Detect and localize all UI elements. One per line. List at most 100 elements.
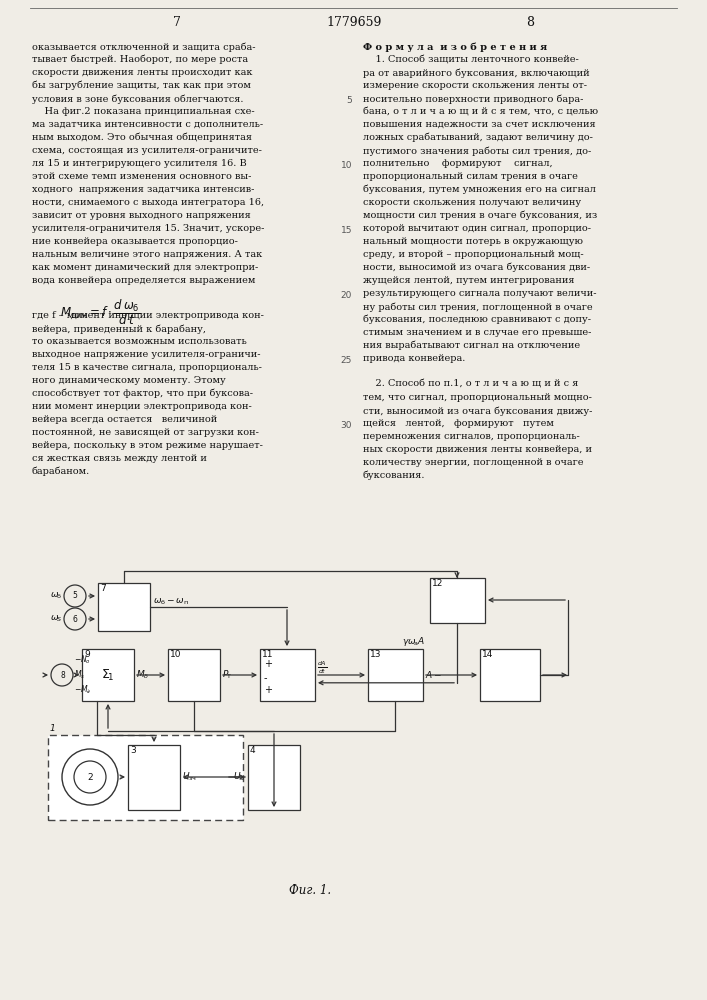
Text: результирующего сигнала получают величи-: результирующего сигнала получают величи- [363,289,597,298]
Text: 8: 8 [61,670,65,680]
Text: барабаном.: барабаном. [32,467,90,477]
Text: вейера, поскольку в этом режиме нарушает-: вейера, поскольку в этом режиме нарушает… [32,441,263,450]
Text: схема, состоящая из усилителя-ограничите-: схема, состоящая из усилителя-ограничите… [32,146,262,155]
Bar [128,745,180,810]
Bar [430,578,485,623]
Text: 1: 1 [50,724,56,733]
Text: 2. Способ по п.1, о т л и ч а ю щ и й с я: 2. Способ по п.1, о т л и ч а ю щ и й с … [363,380,578,389]
Text: ние конвейера оказывается пропорцио-: ние конвейера оказывается пропорцио- [32,237,238,246]
Text: бы загрубление защиты, так как при этом: бы загрубление защиты, так как при этом [32,81,251,91]
Text: тывает быстрей. Наоборот, по мере роста: тывает быстрей. Наоборот, по мере роста [32,55,248,64]
Text: среду, и второй – пропорциональный мощ-: среду, и второй – пропорциональный мощ- [363,250,583,259]
Text: где f – момент инерции электропривода кон-: где f – момент инерции электропривода ко… [32,311,264,320]
Text: 15: 15 [341,226,352,235]
Text: скорости движения ленты происходит как: скорости движения ленты происходит как [32,68,252,77]
Text: $\Sigma_{\!1}$: $\Sigma_{\!1}$ [101,667,115,683]
Text: $P_{\!\rm T}$: $P_{\!\rm T}$ [222,669,233,681]
Text: Фиг. 1.: Фиг. 1. [289,884,331,896]
Text: -: - [264,673,267,683]
Text: 9: 9 [84,650,90,659]
Text: буксования, последнюю сравнивают с допу-: буксования, последнюю сравнивают с допу- [363,315,591,324]
Text: скорости скольжения получают величину: скорости скольжения получают величину [363,198,581,207]
Text: измерение скорости скольжения ленты от-: измерение скорости скольжения ленты от- [363,81,587,90]
Text: полнительно    формируют    сигнал,: полнительно формируют сигнал, [363,159,553,168]
Text: ходного  напряжения задатчика интенсив-: ходного напряжения задатчика интенсив- [32,185,255,194]
Text: 12: 12 [432,579,443,588]
Text: способствует тот фактор, что при буксова-: способствует тот фактор, что при буксова… [32,389,253,398]
Text: количеству энергии, поглощенной в очаге: количеству энергии, поглощенной в очаге [363,458,583,467]
Text: 7: 7 [173,15,181,28]
Text: 7: 7 [100,584,106,593]
Text: 13: 13 [370,650,382,659]
Text: нальным величине этого напряжения. А так: нальным величине этого напряжения. А так [32,250,262,259]
Text: +: + [264,685,272,695]
Text: вода конвейера определяется выражением: вода конвейера определяется выражением [32,276,255,285]
Bar [480,649,540,701]
Text: 20: 20 [341,291,352,300]
Text: буксования.: буксования. [363,471,426,481]
Text: перемножения сигналов, пропорциональ-: перемножения сигналов, пропорциональ- [363,432,580,441]
Text: 5: 5 [73,591,78,600]
Text: $\frac{dA}{dt}$: $\frac{dA}{dt}$ [317,659,327,676]
Text: 30: 30 [341,421,352,430]
Text: 4: 4 [250,746,256,755]
Text: +: + [264,659,272,669]
Text: ного динамическому моменту. Этому: ного динамическому моменту. Этому [32,376,226,385]
Text: постоянной, не зависящей от загрузки кон-: постоянной, не зависящей от загрузки кон… [32,428,259,437]
Bar [82,649,134,701]
Text: 11: 11 [262,650,274,659]
Text: ра от аварийного буксования, включающий: ра от аварийного буксования, включающий [363,68,590,78]
Text: $M_\delta$: $M_\delta$ [136,669,149,681]
Text: зависит от уровня выходного напряжения: зависит от уровня выходного напряжения [32,211,251,220]
Text: оказывается отключенной и защита сраба-: оказывается отключенной и защита сраба- [32,42,255,51]
Text: нии момент инерции электропривода кон-: нии момент инерции электропривода кон- [32,402,252,411]
Bar [48,735,243,820]
Text: ну работы сил трения, поглощенной в очаге: ну работы сил трения, поглощенной в очаг… [363,302,592,312]
Text: На фиг.2 показана принципиальная схе-: На фиг.2 показана принципиальная схе- [32,107,255,116]
Text: то оказывается возможным использовать: то оказывается возможным использовать [32,337,247,346]
Bar [248,745,300,810]
Bar [260,649,315,701]
Text: тем, что сигнал, пропорциональный мощно-: тем, что сигнал, пропорциональный мощно- [363,393,592,402]
Text: $M_{\rm дин}=f\cdot\dfrac{d\,\omega_{\rm б}}{d\,t}$: $M_{\rm дин}=f\cdot\dfrac{d\,\omega_{\rm… [60,297,141,327]
Text: которой вычитают один сигнал, пропорцио-: которой вычитают один сигнал, пропорцио- [363,224,591,233]
Text: выходное напряжение усилителя-ограничи-: выходное напряжение усилителя-ограничи- [32,350,260,359]
Text: $M_s$: $M_s$ [74,669,86,681]
Text: $\omega_{\rm б}-\omega_{\rm п}$: $\omega_{\rm б}-\omega_{\rm п}$ [153,597,189,607]
Text: $-M_\partial$: $-M_\partial$ [74,683,91,696]
Text: сти, выносимой из очага буксования движу-: сти, выносимой из очага буксования движу… [363,406,592,416]
Text: пустимого значения работы сил трения, до-: пустимого значения работы сил трения, до… [363,146,591,155]
Text: $\omega_{\!\rm б}$: $\omega_{\!\rm б}$ [50,591,62,601]
Text: привода конвейера.: привода конвейера. [363,354,465,363]
Text: буксования, путем умножения его на сигнал: буксования, путем умножения его на сигна… [363,185,596,194]
Text: повышения надежности за счет исключения: повышения надежности за счет исключения [363,120,595,129]
Text: условия в зоне буксования облегчаются.: условия в зоне буксования облегчаются. [32,94,243,104]
Bar [368,649,423,701]
Text: ности, снимаемого с выхода интегратора 16,: ности, снимаемого с выхода интегратора 1… [32,198,264,207]
Text: жущейся лентой, путем интегрирования: жущейся лентой, путем интегрирования [363,276,575,285]
Text: теля 15 в качестве сигнала, пропорциональ-: теля 15 в качестве сигнала, пропорционал… [32,363,262,372]
Text: $\gamma\omega_{\!\rm a}A$: $\gamma\omega_{\!\rm a}A$ [402,635,425,648]
Text: 6: 6 [73,614,78,624]
Text: ности, выносимой из очага буксования дви-: ности, выносимой из очага буксования дви… [363,263,590,272]
Text: $U_{\rm зч}$: $U_{\rm зч}$ [182,771,197,783]
Text: 10: 10 [170,650,182,659]
Text: 1. Способ защиты ленточного конвейе-: 1. Способ защиты ленточного конвейе- [363,55,579,64]
Text: ма задатчика интенсивности с дополнитель-: ма задатчика интенсивности с дополнитель… [32,120,263,129]
Text: 3: 3 [130,746,136,755]
Text: пропорциональный силам трения в очаге: пропорциональный силам трения в очаге [363,172,578,181]
Text: вейера всегда остается   величиной: вейера всегда остается величиной [32,415,217,424]
Text: мощности сил трения в очаге буксования, из: мощности сил трения в очаге буксования, … [363,211,597,221]
Text: щейся   лентой,   формируют   путем: щейся лентой, формируют путем [363,419,554,428]
Text: 14: 14 [482,650,493,659]
Text: $-N_{\!o}$: $-N_{\!o}$ [74,653,90,666]
Text: носительно поверхности приводного бара-: носительно поверхности приводного бара- [363,94,583,104]
Text: ля 15 и интегрирующего усилителя 16. В: ля 15 и интегрирующего усилителя 16. В [32,159,247,168]
Text: нальный мощности потерь в окружающую: нальный мощности потерь в окружающую [363,237,583,246]
Text: ния вырабатывают сигнал на отключение: ния вырабатывают сигнал на отключение [363,341,580,351]
Text: 5: 5 [346,96,352,105]
Text: ложных срабатываний, задают величину до-: ложных срабатываний, задают величину до- [363,133,593,142]
Bar [168,649,220,701]
Text: 25: 25 [341,356,352,365]
Text: 1779659: 1779659 [327,15,382,28]
